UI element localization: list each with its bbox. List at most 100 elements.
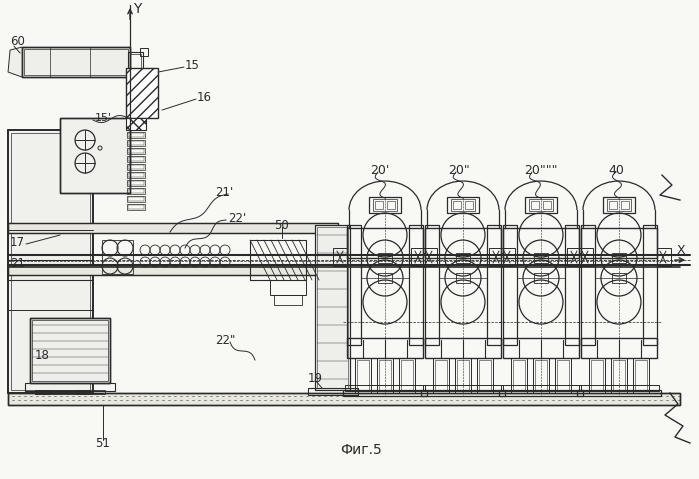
Bar bbox=[379, 360, 391, 391]
Bar bbox=[421, 390, 505, 396]
Bar bbox=[534, 253, 548, 263]
Bar bbox=[102, 240, 133, 274]
Bar bbox=[589, 358, 605, 393]
Bar bbox=[128, 173, 144, 177]
Text: 22": 22" bbox=[215, 333, 236, 346]
Bar bbox=[60, 118, 130, 193]
Bar bbox=[127, 140, 145, 146]
Text: 51: 51 bbox=[96, 436, 110, 449]
Bar bbox=[60, 118, 130, 193]
Text: 15: 15 bbox=[185, 58, 200, 71]
Bar bbox=[128, 52, 143, 72]
Bar bbox=[8, 223, 338, 233]
Bar bbox=[635, 360, 647, 391]
Bar bbox=[499, 390, 583, 396]
Bar bbox=[315, 225, 350, 390]
Bar bbox=[75, 390, 90, 394]
Bar bbox=[533, 358, 549, 393]
Bar bbox=[127, 148, 145, 154]
Bar bbox=[456, 273, 470, 283]
Bar bbox=[529, 199, 553, 211]
Text: 50: 50 bbox=[274, 218, 289, 231]
Bar bbox=[127, 164, 145, 170]
Bar bbox=[457, 360, 469, 391]
Text: 16: 16 bbox=[197, 91, 212, 103]
Bar bbox=[8, 130, 93, 393]
Bar bbox=[347, 228, 423, 258]
Text: 40: 40 bbox=[608, 163, 624, 177]
Bar bbox=[565, 225, 579, 345]
Bar bbox=[357, 360, 369, 391]
Bar bbox=[409, 225, 423, 345]
Bar bbox=[501, 385, 581, 391]
Text: 20': 20' bbox=[370, 163, 389, 177]
Bar bbox=[22, 47, 130, 77]
Bar bbox=[501, 248, 515, 266]
Text: 21': 21' bbox=[215, 185, 233, 198]
Bar bbox=[557, 360, 569, 391]
Bar bbox=[401, 360, 413, 391]
Bar bbox=[613, 360, 625, 391]
Bar bbox=[270, 280, 306, 295]
Bar bbox=[345, 385, 425, 391]
Bar bbox=[581, 225, 595, 345]
Bar bbox=[501, 253, 503, 267]
Bar bbox=[511, 358, 527, 393]
Bar bbox=[555, 358, 571, 393]
Bar bbox=[126, 68, 158, 118]
Bar bbox=[127, 156, 145, 162]
Bar bbox=[128, 157, 144, 161]
Bar bbox=[317, 227, 348, 388]
Text: 20""": 20""" bbox=[524, 163, 558, 177]
Text: X: X bbox=[677, 243, 686, 257]
Bar bbox=[378, 253, 392, 263]
Bar bbox=[8, 393, 680, 405]
Bar bbox=[127, 188, 145, 194]
Bar bbox=[591, 360, 603, 391]
Bar bbox=[25, 383, 115, 391]
Bar bbox=[11, 133, 90, 390]
Bar bbox=[128, 181, 144, 185]
Bar bbox=[130, 54, 141, 70]
Bar bbox=[423, 385, 503, 391]
Text: 20": 20" bbox=[448, 163, 470, 177]
Bar bbox=[535, 360, 547, 391]
Bar bbox=[35, 390, 105, 394]
Bar bbox=[333, 248, 347, 266]
Bar bbox=[534, 273, 548, 283]
Bar bbox=[455, 358, 471, 393]
Bar bbox=[373, 199, 397, 211]
Bar bbox=[411, 248, 425, 266]
Bar bbox=[22, 47, 130, 77]
Bar bbox=[477, 358, 493, 393]
Bar bbox=[128, 133, 144, 137]
Bar bbox=[503, 338, 579, 358]
Bar bbox=[456, 253, 470, 263]
Bar bbox=[378, 273, 392, 283]
Bar bbox=[127, 132, 145, 138]
Bar bbox=[343, 390, 427, 396]
Bar bbox=[128, 149, 144, 153]
Text: 19: 19 bbox=[308, 372, 323, 385]
Bar bbox=[657, 248, 671, 266]
Text: 17: 17 bbox=[10, 236, 25, 249]
Bar bbox=[465, 201, 473, 209]
Bar bbox=[503, 228, 579, 258]
Bar bbox=[8, 223, 338, 233]
Bar bbox=[581, 228, 657, 258]
Bar bbox=[375, 201, 383, 209]
Bar bbox=[128, 197, 144, 201]
Bar bbox=[433, 358, 449, 393]
Text: 15': 15' bbox=[95, 113, 112, 123]
Bar bbox=[453, 201, 461, 209]
Text: Фиг.5: Фиг.5 bbox=[340, 443, 382, 457]
Bar bbox=[612, 253, 626, 263]
Bar bbox=[35, 390, 50, 394]
Bar bbox=[377, 358, 393, 393]
Text: Y: Y bbox=[133, 2, 141, 16]
Bar bbox=[487, 225, 501, 345]
Bar bbox=[579, 385, 659, 391]
Bar bbox=[609, 201, 617, 209]
Bar bbox=[447, 197, 479, 213]
Bar bbox=[369, 197, 401, 213]
